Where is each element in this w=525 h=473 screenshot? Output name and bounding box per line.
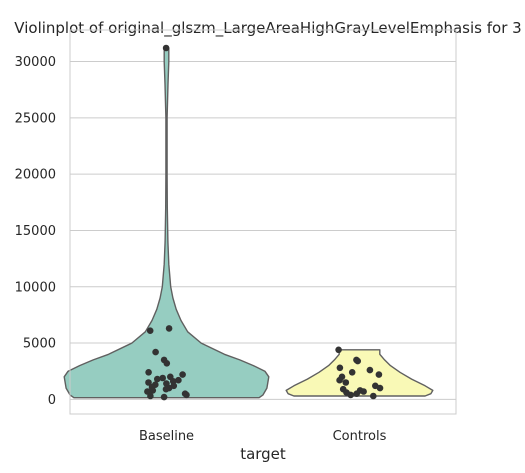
data-point-baseline: [183, 391, 190, 399]
x-tick-label-baseline: Baseline: [139, 429, 194, 444]
y-tick-label: 30000: [15, 55, 56, 70]
data-point-controls: [347, 391, 355, 399]
data-point-baseline: [162, 385, 170, 393]
data-point-baseline: [149, 387, 157, 394]
data-point-baseline: [160, 393, 168, 401]
data-point-controls: [348, 369, 356, 376]
data-point-controls: [375, 371, 383, 378]
data-point-controls: [376, 384, 384, 392]
y-tick-labels: 0 5000 10000 15000 20000 25000 30000: [15, 55, 56, 408]
data-point-controls: [342, 379, 350, 386]
chart-title: Violinplot of original_glszm_LargeAreaHi…: [14, 19, 521, 38]
y-tick-label: 5000: [23, 337, 56, 352]
data-point-controls: [370, 392, 377, 400]
y-tick-label: 15000: [15, 224, 56, 239]
x-tick-label-controls: Controls: [333, 429, 387, 444]
plot-frame: [69, 29, 457, 415]
data-point-controls: [353, 390, 361, 398]
data-point-baseline: [145, 379, 152, 386]
y-tick-label: 25000: [15, 111, 56, 126]
data-points: [144, 44, 384, 401]
x-tick-labels: Baseline Controls: [139, 429, 387, 444]
data-point-baseline: [163, 360, 171, 367]
y-tick-label: 0: [48, 393, 56, 408]
data-point-baseline: [152, 348, 159, 356]
data-point-controls: [366, 366, 374, 374]
data-point-controls: [354, 357, 362, 365]
data-point-baseline: [175, 376, 182, 384]
y-tick-label: 10000: [15, 280, 56, 295]
data-point-controls: [360, 388, 367, 395]
data-point-baseline: [146, 327, 154, 335]
violin-baseline: [63, 47, 270, 399]
data-point-controls: [336, 364, 344, 372]
y-tick-label: 20000: [15, 168, 56, 183]
x-axis-label: target: [240, 445, 286, 463]
data-point-controls: [336, 376, 343, 384]
data-point-baseline: [159, 374, 166, 382]
data-point-baseline: [154, 375, 161, 383]
data-point-baseline: [162, 44, 170, 52]
data-point-baseline: [165, 325, 173, 332]
data-point-baseline: [145, 369, 152, 376]
violins: [63, 47, 434, 399]
data-point-baseline: [179, 371, 186, 378]
data-point-baseline: [147, 392, 154, 400]
data-point-controls: [335, 346, 342, 354]
